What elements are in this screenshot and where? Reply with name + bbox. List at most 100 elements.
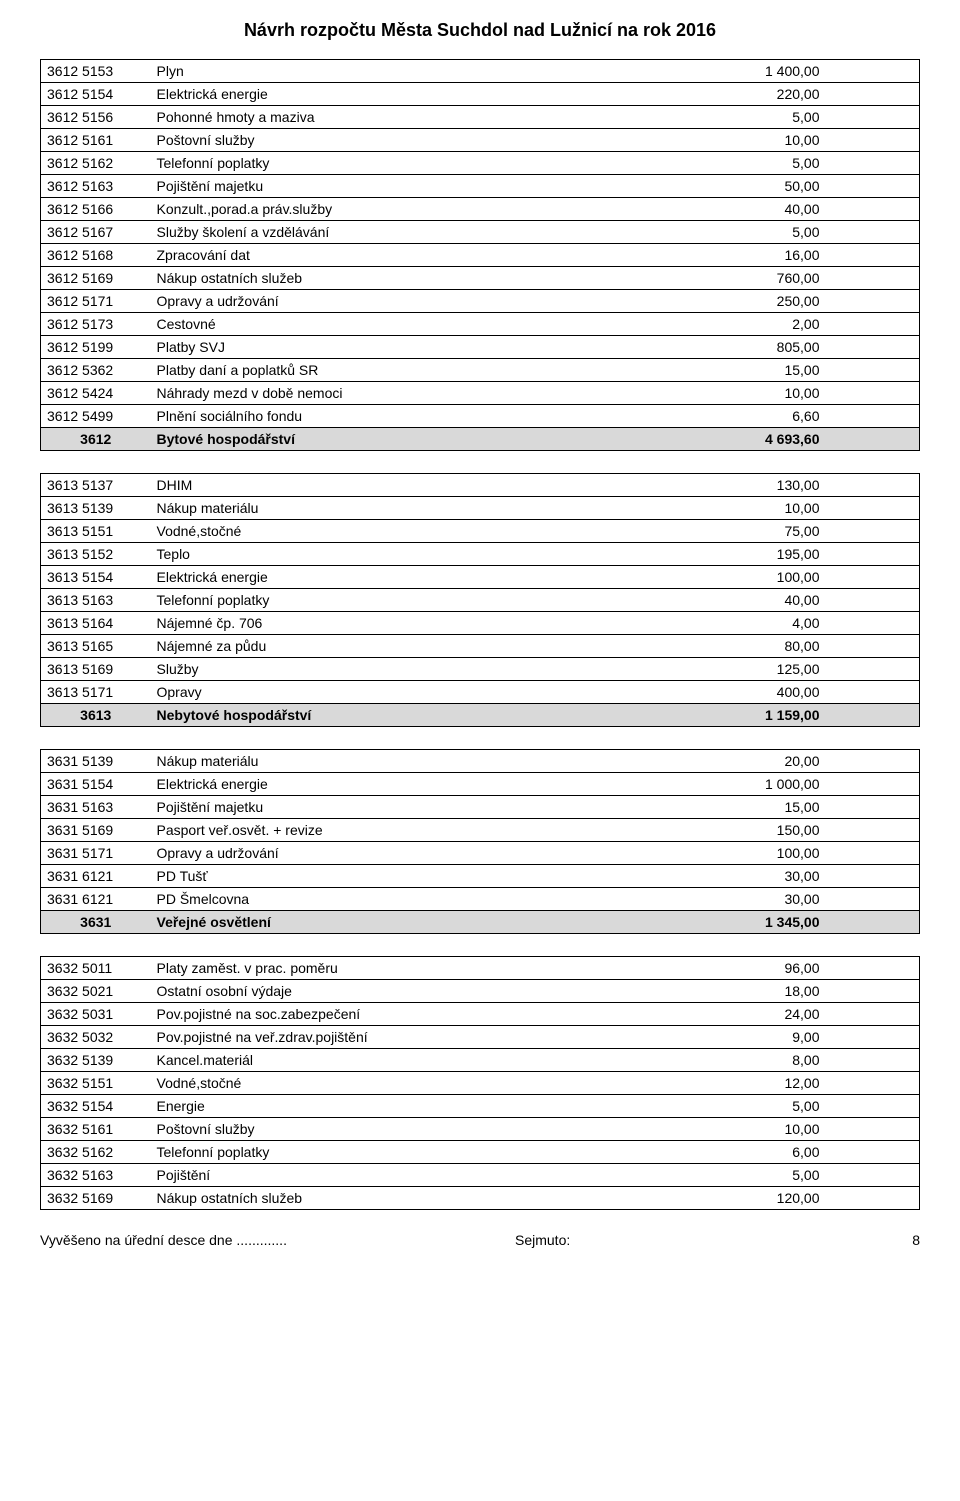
row-tail	[840, 1003, 920, 1026]
row-description: Pojištění	[151, 1164, 690, 1187]
row-value: 12,00	[690, 1072, 840, 1095]
row-code: 3632 5011	[41, 957, 151, 980]
row-tail	[840, 750, 920, 773]
table-row: 3612 5499Plnění sociálního fondu6,60	[41, 405, 920, 428]
row-value: 220,00	[690, 83, 840, 106]
row-code: 3613 5163	[41, 589, 151, 612]
row-description: Plnění sociálního fondu	[151, 405, 690, 428]
row-code: 3612 5167	[41, 221, 151, 244]
total-description: Veřejné osvětlení	[151, 911, 690, 934]
table-row: 3612 5154Elektrická energie220,00	[41, 83, 920, 106]
row-value: 4,00	[690, 612, 840, 635]
table-row: 3632 5011Platy zaměst. v prac. poměru96,…	[41, 957, 920, 980]
row-tail	[840, 796, 920, 819]
row-value: 75,00	[690, 520, 840, 543]
row-code: 3631 6121	[41, 888, 151, 911]
row-description: Kancel.materiál	[151, 1049, 690, 1072]
row-value: 2,00	[690, 313, 840, 336]
row-description: Pov.pojistné na veř.zdrav.pojištění	[151, 1026, 690, 1049]
table-row: 3612 5162Telefonní poplatky5,00	[41, 152, 920, 175]
row-code: 3612 5424	[41, 382, 151, 405]
row-code: 3631 5171	[41, 842, 151, 865]
row-code: 3632 5021	[41, 980, 151, 1003]
row-value: 15,00	[690, 359, 840, 382]
row-code: 3632 5031	[41, 1003, 151, 1026]
table-row: 3631 5163Pojištění majetku15,00	[41, 796, 920, 819]
row-code: 3612 5199	[41, 336, 151, 359]
total-tail	[840, 428, 920, 451]
row-value: 40,00	[690, 589, 840, 612]
row-description: Poštovní služby	[151, 129, 690, 152]
row-code: 3613 5154	[41, 566, 151, 589]
row-code: 3631 6121	[41, 865, 151, 888]
table-row: 3613 5151Vodné,stočné75,00	[41, 520, 920, 543]
row-code: 3612 5173	[41, 313, 151, 336]
row-tail	[840, 405, 920, 428]
row-description: Nákup ostatních služeb	[151, 1187, 690, 1210]
row-code: 3613 5165	[41, 635, 151, 658]
table-row: 3631 6121PD Tušť30,00	[41, 865, 920, 888]
row-code: 3632 5154	[41, 1095, 151, 1118]
row-description: Cestovné	[151, 313, 690, 336]
total-tail	[840, 704, 920, 727]
budget-table: 3613 5137DHIM130,003613 5139Nákup materi…	[40, 473, 920, 727]
table-row: 3612 5171Opravy a udržování250,00	[41, 290, 920, 313]
row-tail	[840, 589, 920, 612]
row-code: 3632 5032	[41, 1026, 151, 1049]
total-value: 1 159,00	[690, 704, 840, 727]
row-tail	[840, 129, 920, 152]
row-code: 3613 5164	[41, 612, 151, 635]
table-row: 3612 5166Konzult.,porad.a práv.služby40,…	[41, 198, 920, 221]
row-value: 30,00	[690, 865, 840, 888]
row-tail	[840, 244, 920, 267]
table-row: 3612 5153Plyn1 400,00	[41, 60, 920, 83]
row-description: Opravy a udržování	[151, 290, 690, 313]
row-code: 3632 5151	[41, 1072, 151, 1095]
table-row: 3631 5154Elektrická energie1 000,00	[41, 773, 920, 796]
row-description: Opravy	[151, 681, 690, 704]
row-tail	[840, 175, 920, 198]
row-code: 3612 5162	[41, 152, 151, 175]
row-tail	[840, 359, 920, 382]
row-description: Nákup ostatních služeb	[151, 267, 690, 290]
row-tail	[840, 842, 920, 865]
row-description: Telefonní poplatky	[151, 152, 690, 175]
row-tail	[840, 543, 920, 566]
row-description: Nákup materiálu	[151, 750, 690, 773]
budget-tables-container: 3612 5153Plyn1 400,003612 5154Elektrická…	[40, 59, 920, 1210]
row-code: 3631 5139	[41, 750, 151, 773]
table-row: 3632 5163Pojištění5,00	[41, 1164, 920, 1187]
row-value: 15,00	[690, 796, 840, 819]
row-tail	[840, 1026, 920, 1049]
row-tail	[840, 1049, 920, 1072]
row-tail	[840, 1187, 920, 1210]
footer-left: Vyvěšeno na úřední desce dne ...........…	[40, 1232, 395, 1248]
row-tail	[840, 336, 920, 359]
total-value: 4 693,60	[690, 428, 840, 451]
row-value: 30,00	[690, 888, 840, 911]
row-code: 3632 5169	[41, 1187, 151, 1210]
row-tail	[840, 83, 920, 106]
row-tail	[840, 497, 920, 520]
table-total-row: 3631Veřejné osvětlení1 345,00	[41, 911, 920, 934]
table-row: 3613 5163Telefonní poplatky40,00	[41, 589, 920, 612]
total-description: Bytové hospodářství	[151, 428, 690, 451]
table-row: 3613 5137DHIM130,00	[41, 474, 920, 497]
total-code: 3613	[41, 704, 151, 727]
footer: Vyvěšeno na úřední desce dne ...........…	[40, 1232, 920, 1248]
row-value: 20,00	[690, 750, 840, 773]
row-description: Nájemné čp. 706	[151, 612, 690, 635]
budget-table: 3631 5139Nákup materiálu20,003631 5154El…	[40, 749, 920, 934]
row-value: 10,00	[690, 382, 840, 405]
row-description: Platy zaměst. v prac. poměru	[151, 957, 690, 980]
row-description: Telefonní poplatky	[151, 1141, 690, 1164]
row-description: Služby školení a vzdělávání	[151, 221, 690, 244]
row-code: 3612 5499	[41, 405, 151, 428]
row-code: 3612 5362	[41, 359, 151, 382]
row-tail	[840, 1118, 920, 1141]
row-code: 3612 5161	[41, 129, 151, 152]
table-total-row: 3613Nebytové hospodářství1 159,00	[41, 704, 920, 727]
row-value: 400,00	[690, 681, 840, 704]
row-value: 10,00	[690, 497, 840, 520]
row-tail	[840, 957, 920, 980]
